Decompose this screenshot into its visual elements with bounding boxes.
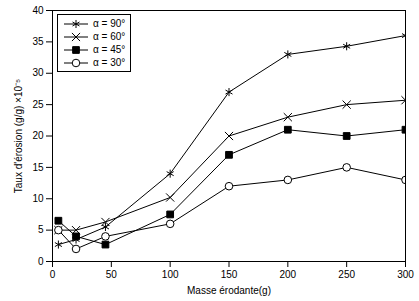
svg-text:40: 40 [32, 5, 44, 16]
svg-text:35: 35 [32, 36, 44, 47]
html-text:α = 90°: α = 90° [93, 18, 126, 29]
svg-text:20: 20 [32, 130, 44, 141]
html-text:α = 60°: α = 60° [93, 31, 126, 42]
svg-text:25: 25 [32, 99, 44, 110]
svg-text:Taux d'érosion (g/g) ×10⁻⁵: Taux d'érosion (g/g) ×10⁻⁵ [13, 79, 24, 193]
svg-text:30: 30 [32, 67, 44, 78]
svg-text:250: 250 [338, 269, 355, 280]
svg-text:100: 100 [162, 269, 179, 280]
svg-text:200: 200 [279, 269, 296, 280]
svg-text:0: 0 [50, 269, 56, 280]
html-text:α = 45°: α = 45° [93, 44, 126, 55]
svg-text:150: 150 [221, 269, 238, 280]
svg-text:10: 10 [32, 193, 44, 204]
svg-text:5: 5 [38, 224, 44, 235]
svg-text:300: 300 [397, 269, 414, 280]
svg-text:Masse érodante(g): Masse érodante(g) [187, 285, 271, 296]
svg-text:0: 0 [38, 256, 44, 267]
html-text:α = 30°: α = 30° [93, 57, 126, 68]
svg-text:15: 15 [32, 162, 44, 173]
svg-text:50: 50 [106, 269, 118, 280]
